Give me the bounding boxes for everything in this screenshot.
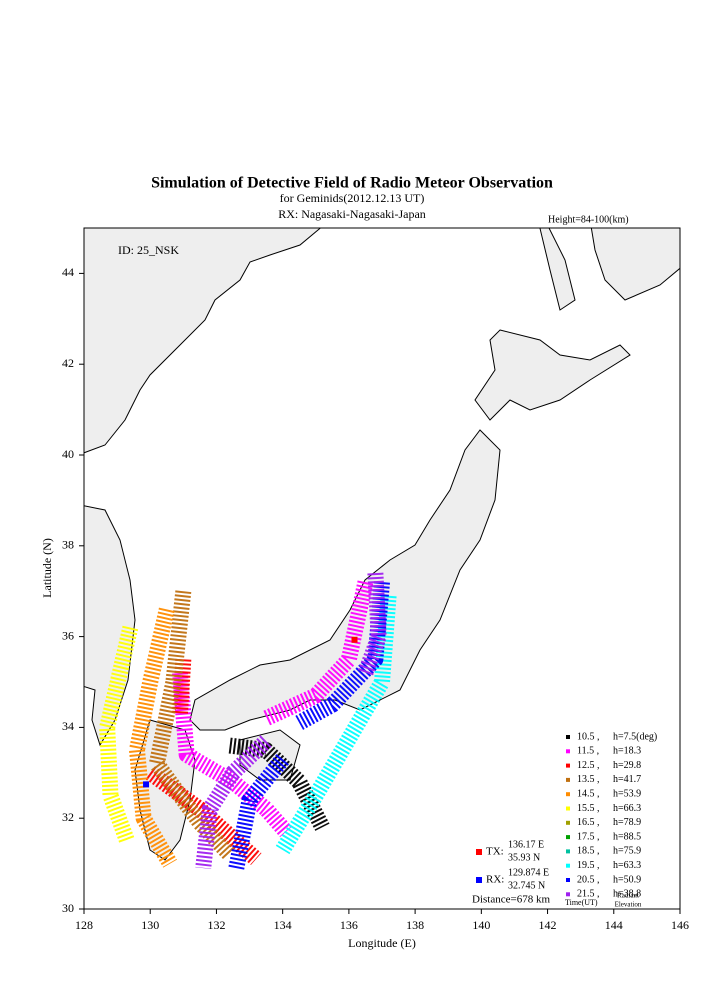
legend-elevation: h=75.9 [613, 846, 641, 857]
legend-swatch [566, 792, 570, 797]
legend-elevation: h=7.5(deg) [613, 731, 657, 742]
station-lon: 136.17 E [508, 839, 544, 850]
legend-elevation: h=66.3 [613, 803, 641, 814]
land [84, 505, 136, 747]
swath [172, 580, 374, 838]
x-tick-label: 130 [141, 918, 159, 932]
station-marker [351, 636, 358, 643]
y-tick-label: 38 [62, 538, 74, 552]
swath [228, 581, 390, 870]
legend-elevation: h=63.3 [613, 860, 641, 871]
legend-time: 18.5 , [577, 846, 600, 857]
y-tick-label: 44 [62, 265, 74, 279]
legend-elevation: h=53.9 [613, 788, 641, 799]
land [539, 228, 680, 311]
legend-swatch [566, 849, 570, 854]
station-label: RX: [486, 874, 504, 886]
station-key [476, 877, 482, 883]
x-tick-label: 134 [274, 918, 292, 932]
legend-time: 16.5 , [577, 817, 600, 828]
plot-frame [83, 227, 681, 910]
x-tick-label: 146 [671, 918, 689, 932]
y-tick-label: 34 [62, 719, 74, 733]
swath [195, 572, 387, 870]
station-label: TX: [486, 846, 504, 858]
distance: Distance=678 km [472, 894, 550, 906]
y-tick-label: 30 [62, 901, 74, 915]
swath [128, 607, 177, 868]
legend-swatch [566, 863, 570, 868]
station-lon: 129.874 E [508, 867, 549, 878]
station-marker [143, 781, 150, 788]
legend-time: 19.5 , [577, 860, 600, 871]
legend-time: 15.5 , [577, 803, 600, 814]
legend-time: 14.5 , [577, 788, 600, 799]
legend-swatch [566, 806, 570, 811]
x-tick-label: 132 [207, 918, 225, 932]
station-lat: 32.745 N [508, 880, 545, 891]
x-tick-label: 142 [539, 918, 557, 932]
swath [148, 590, 236, 860]
legend-elevation: h=29.8 [613, 760, 641, 771]
legend-swatch [566, 878, 570, 882]
legend-time: 11.5 , [577, 746, 599, 757]
receiver: RX: Nagasaki-Nagasaki-Japan [278, 207, 426, 221]
y-axis-label: Latitude (N) [40, 538, 54, 598]
legend-elevation: h=78.9 [613, 817, 641, 828]
legend-time: 20.5 , [577, 874, 600, 885]
station-lat: 35.93 N [508, 852, 540, 863]
id-label: ID: 25_NSK [118, 243, 179, 257]
swath [275, 595, 397, 855]
x-tick-label: 128 [75, 918, 93, 932]
subtitle: for Geminids(2012.12.13 UT) [280, 191, 425, 205]
legend-elevation: h=18.3 [613, 746, 641, 757]
land [474, 329, 631, 421]
height-note: Height=84-100(km) [548, 214, 629, 225]
legend-time: 13.5 , [577, 774, 600, 785]
y-tick-label: 36 [62, 628, 74, 642]
legend-swatch [566, 835, 570, 840]
x-tick-label: 140 [472, 918, 490, 932]
legend-elevation: h=38.8 [613, 889, 641, 900]
legend-swatch [566, 749, 570, 754]
legend-swatch [566, 820, 570, 825]
legend-time-title: Time(UT) [565, 898, 598, 907]
y-tick-label: 32 [62, 810, 74, 824]
legend-swatch [566, 892, 570, 897]
station-key [476, 849, 482, 855]
swaths [99, 572, 397, 870]
swath [99, 625, 139, 844]
legend-elevation: h=88.5 [613, 831, 641, 842]
y-tick-label: 42 [62, 356, 74, 370]
legend-time: 17.5 , [577, 831, 600, 842]
y-tick-label: 40 [62, 447, 74, 461]
legend-time: 12.5 , [577, 760, 600, 771]
legend-time: 21.5 , [577, 889, 600, 900]
x-tick-label: 136 [340, 918, 358, 932]
x-tick-label: 144 [605, 918, 623, 932]
legend-swatch [566, 735, 570, 739]
legend-time: 10.5 , [577, 731, 600, 742]
chart-title: Simulation of Detective Field of Radio M… [151, 175, 553, 192]
legend-elev-title: Radiant [617, 892, 639, 900]
legend-elevation: h=50.9 [613, 874, 641, 885]
legend-elev-title: Elevation [615, 901, 642, 909]
x-tick-label: 138 [406, 918, 424, 932]
legend-elevation: h=41.7 [613, 774, 641, 785]
legend-swatch [566, 777, 570, 782]
legend-swatch [566, 763, 570, 768]
x-axis-label: Longitude (E) [348, 936, 416, 950]
land [84, 228, 322, 454]
